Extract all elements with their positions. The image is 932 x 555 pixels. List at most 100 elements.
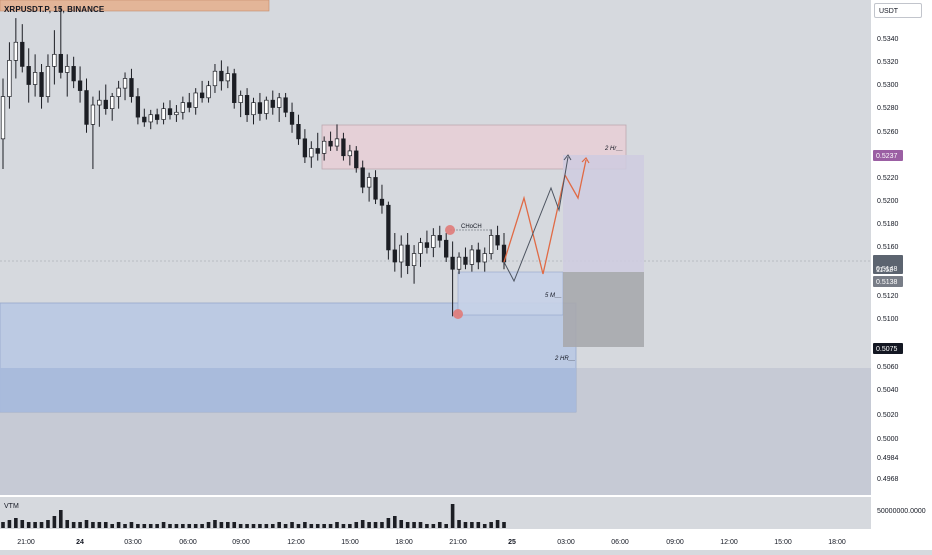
candle-body[interactable] [392, 249, 397, 263]
candle-body[interactable] [187, 102, 192, 108]
candle-body[interactable] [39, 72, 44, 97]
candle-body[interactable] [270, 99, 275, 108]
candle-body[interactable] [309, 148, 314, 158]
candle-body[interactable] [122, 78, 128, 89]
candle-body[interactable] [13, 41, 18, 61]
candle-body[interactable] [444, 239, 449, 258]
candle-body[interactable] [328, 140, 333, 147]
candle-body[interactable] [489, 235, 494, 254]
candle-body[interactable] [206, 85, 211, 99]
top-zone-bar[interactable] [0, 0, 270, 12]
candle-body[interactable] [45, 66, 51, 97]
candle-body[interactable] [20, 41, 25, 67]
candle-body[interactable] [77, 80, 83, 91]
candle-body[interactable] [373, 177, 378, 200]
candle-body[interactable] [482, 253, 487, 263]
volume-bar [46, 520, 50, 528]
choch-point-marker[interactable] [445, 225, 455, 235]
candle-body[interactable] [180, 102, 185, 113]
candle-body[interactable] [97, 99, 102, 106]
candle-body[interactable] [238, 95, 243, 103]
candle-body[interactable] [7, 60, 12, 97]
candle-body[interactable] [65, 66, 70, 73]
candle-body[interactable] [322, 140, 327, 154]
candle-body[interactable] [277, 97, 282, 108]
candle-body[interactable] [315, 148, 320, 154]
candle-body[interactable] [347, 150, 352, 157]
candle-body[interactable] [334, 138, 340, 147]
currency-selector[interactable]: USDT [874, 3, 922, 18]
candle-body[interactable] [219, 70, 224, 82]
candle-body[interactable] [251, 102, 256, 116]
candle-body[interactable] [283, 97, 288, 113]
candle-body[interactable] [26, 66, 31, 85]
volume-indicator-label[interactable]: VTM [4, 503, 19, 510]
candle-body[interactable] [174, 111, 179, 116]
candle-body[interactable] [135, 96, 141, 118]
candle-body[interactable] [463, 256, 468, 265]
volume-bar [264, 524, 269, 528]
candle-body[interactable] [232, 73, 237, 103]
candle-body[interactable] [450, 256, 455, 270]
candle-body[interactable] [212, 70, 218, 87]
volume-bar [502, 522, 506, 528]
candle-body[interactable] [0, 96, 6, 140]
candle-body[interactable] [431, 235, 436, 248]
projection-path-gray[interactable] [503, 156, 569, 283]
candle-body[interactable] [289, 111, 295, 125]
candle-body[interactable] [437, 235, 442, 241]
candle-body[interactable] [161, 108, 166, 120]
demand-zone-inner[interactable] [0, 368, 576, 412]
candle-body[interactable] [469, 249, 475, 265]
candle-body[interactable] [456, 256, 462, 270]
choch-label: CHoCH [461, 224, 482, 230]
candle-body[interactable] [103, 99, 108, 110]
candle-body[interactable] [386, 204, 391, 251]
candle-body[interactable] [84, 90, 89, 125]
target-box[interactable] [563, 155, 644, 272]
candle-body[interactable] [142, 116, 147, 123]
candle-body[interactable] [148, 114, 153, 123]
candle-body[interactable] [360, 167, 365, 188]
candle-body[interactable] [354, 150, 359, 169]
candle-body[interactable] [52, 53, 57, 67]
candle-body[interactable] [58, 53, 63, 73]
candle-body[interactable] [71, 66, 76, 82]
candle-body[interactable] [411, 253, 417, 266]
candle-body[interactable] [199, 92, 205, 99]
swing-low-marker[interactable] [453, 309, 463, 319]
candle-body[interactable] [225, 73, 230, 82]
pane-separator[interactable] [0, 495, 871, 497]
volume-bar [226, 522, 230, 528]
candle-body[interactable] [264, 99, 269, 114]
candle-body[interactable] [244, 95, 250, 116]
projection-path-orange[interactable] [503, 159, 587, 275]
candle-body[interactable] [418, 242, 423, 254]
candle-body[interactable] [476, 249, 481, 263]
candle-body[interactable] [405, 244, 410, 266]
last-price-badge-bg [873, 276, 903, 287]
candle-body[interactable] [167, 108, 173, 116]
candle-body[interactable] [155, 114, 160, 120]
candle-body[interactable] [302, 138, 308, 158]
candle-body[interactable] [90, 104, 96, 125]
candle-body[interactable] [129, 78, 134, 97]
symbol-label[interactable]: XRPUSDT.P, 15, BINANCE [4, 5, 105, 14]
candle-body[interactable] [296, 124, 301, 140]
candle-body[interactable] [424, 242, 430, 248]
stop-box[interactable] [563, 272, 644, 347]
volume-bar [187, 524, 192, 528]
candle-body[interactable] [495, 235, 500, 246]
candle-body[interactable] [366, 177, 372, 188]
demand-zone-5m[interactable] [457, 271, 564, 316]
candle-body[interactable] [116, 87, 121, 97]
candle-body[interactable] [379, 198, 385, 206]
candle-body[interactable] [110, 96, 115, 110]
candle-body[interactable] [193, 92, 198, 108]
candle-body[interactable] [32, 72, 38, 85]
candle-body[interactable] [341, 138, 346, 157]
candle-body[interactable] [399, 244, 404, 263]
candle-body[interactable] [257, 102, 263, 114]
